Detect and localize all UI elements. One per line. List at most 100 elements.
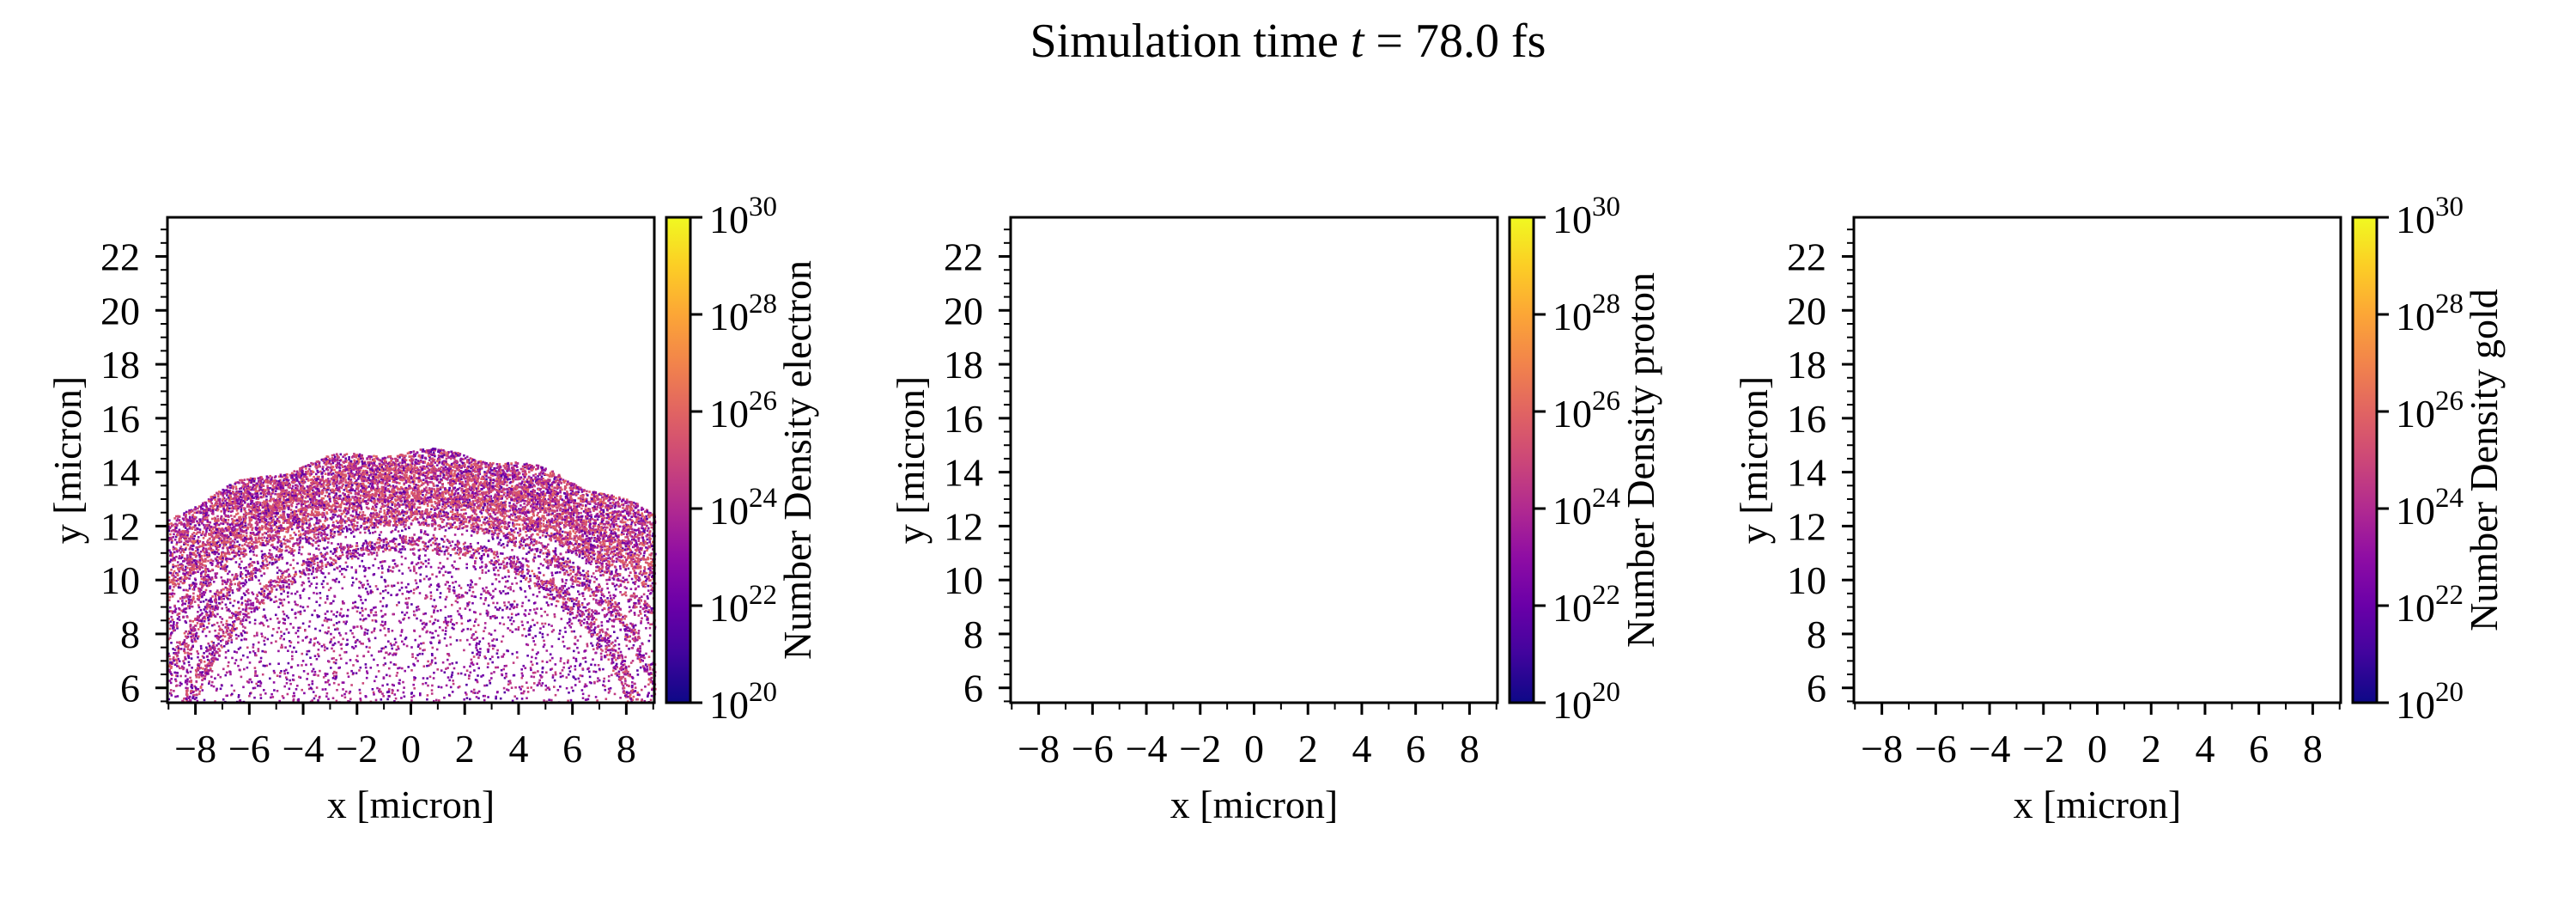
density-pixel — [626, 542, 629, 545]
density-pixel — [195, 582, 197, 586]
density-pixel — [404, 637, 407, 641]
density-pixel — [292, 699, 295, 702]
density-pixel — [299, 605, 302, 608]
density-pixel — [266, 588, 270, 591]
density-pixel — [512, 519, 514, 521]
density-pixel — [355, 528, 357, 532]
density-pixel — [210, 640, 214, 643]
density-pixel — [270, 696, 272, 699]
density-pixel — [264, 664, 266, 667]
density-pixel — [611, 506, 613, 509]
density-pixel — [457, 672, 459, 675]
density-pixel — [533, 643, 537, 646]
density-pixel — [554, 517, 557, 521]
density-pixel — [598, 631, 601, 634]
density-pixel — [206, 542, 210, 545]
density-pixel — [364, 527, 367, 530]
density-pixel — [226, 609, 228, 612]
density-pixel — [464, 463, 466, 466]
density-pixel — [586, 570, 590, 573]
density-pixel — [357, 491, 361, 493]
density-pixel — [395, 674, 398, 677]
density-pixel — [264, 518, 266, 521]
density-pixel — [530, 482, 532, 485]
density-pixel — [485, 586, 488, 589]
density-pixel — [434, 661, 437, 665]
density-pixel — [471, 463, 473, 466]
density-pixel — [356, 521, 359, 524]
density-pixel — [545, 580, 549, 582]
density-pixel — [404, 459, 408, 461]
density-pixel — [638, 560, 641, 563]
density-pixel — [232, 604, 234, 607]
density-pixel — [366, 493, 368, 497]
density-pixel — [426, 694, 429, 697]
density-pixel — [305, 567, 308, 570]
density-pixel — [395, 474, 398, 477]
density-pixel — [459, 672, 463, 675]
density-pixel — [307, 597, 311, 600]
density-pixel — [309, 638, 313, 641]
density-pixel — [316, 475, 319, 478]
density-pixel — [361, 586, 364, 588]
density-pixel — [440, 471, 442, 473]
density-pixel — [485, 480, 489, 484]
density-pixel — [622, 622, 625, 625]
density-pixel — [208, 659, 211, 662]
density-pixel — [439, 562, 441, 564]
density-pixel — [312, 570, 314, 573]
density-pixel — [475, 487, 478, 490]
density-pixel — [556, 509, 559, 512]
density-pixel — [221, 628, 223, 631]
density-pixel — [495, 559, 497, 563]
density-pixel — [244, 626, 246, 629]
density-pixel — [311, 478, 313, 481]
density-pixel — [203, 554, 206, 558]
density-pixel — [624, 539, 628, 543]
density-pixel — [615, 520, 617, 522]
density-pixel — [489, 657, 492, 661]
density-pixel — [403, 538, 406, 541]
density-pixel — [215, 524, 217, 527]
density-pixel — [352, 581, 355, 584]
density-pixel — [458, 593, 460, 596]
density-pixel — [598, 562, 601, 564]
density-pixel — [410, 502, 413, 504]
density-pixel — [599, 498, 603, 501]
density-pixel — [581, 582, 584, 584]
density-pixel — [222, 638, 224, 642]
density-pixel — [514, 540, 517, 543]
density-pixel — [325, 455, 329, 458]
density-pixel — [201, 566, 204, 570]
density-pixel — [562, 592, 565, 594]
density-pixel — [440, 515, 443, 517]
density-pixel — [615, 658, 617, 661]
density-pixel — [642, 580, 645, 583]
density-pixel — [341, 524, 343, 527]
density-pixel — [361, 546, 365, 550]
density-pixel — [490, 596, 494, 600]
density-pixel — [222, 497, 224, 501]
density-pixel — [465, 592, 469, 594]
density-pixel — [280, 570, 283, 573]
density-pixel — [650, 609, 653, 613]
density-pixel — [380, 463, 384, 466]
density-pixel — [275, 479, 278, 483]
density-pixel — [520, 668, 523, 671]
density-pixel — [510, 613, 513, 616]
density-pixel — [612, 669, 615, 672]
density-pixel — [362, 618, 366, 621]
density-pixel — [577, 601, 580, 605]
density-pixel — [573, 598, 575, 601]
density-pixel — [347, 548, 349, 551]
density-pixel — [201, 564, 204, 566]
density-pixel — [236, 618, 240, 621]
density-pixel — [218, 649, 222, 652]
density-pixel — [217, 540, 220, 543]
density-pixel — [425, 575, 428, 578]
density-pixel — [242, 547, 245, 551]
density-pixel — [473, 510, 477, 514]
density-pixel — [266, 479, 270, 482]
density-pixel — [586, 539, 590, 543]
